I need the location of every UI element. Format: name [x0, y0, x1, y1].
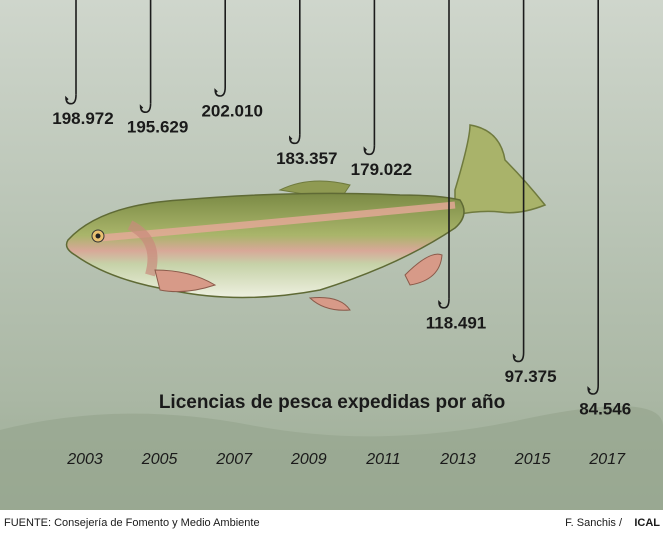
x-tick-label: 2009: [290, 451, 327, 468]
chart-title: Licencias de pesca expedidas por año: [159, 392, 505, 413]
x-tick-label: 2013: [439, 451, 476, 468]
credit-agency: ICAL: [634, 517, 660, 529]
hook: [438, 298, 450, 309]
value-label: 118.491: [426, 313, 487, 332]
credit-author: F. Sanchis /: [565, 517, 623, 529]
source: FUENTE: Consejería de Fomento y Medio Am…: [4, 517, 260, 529]
hook: [214, 86, 226, 97]
hook: [288, 134, 301, 145]
x-tick-label: 2017: [588, 451, 626, 468]
x-tick-label: 2005: [141, 451, 178, 468]
hook: [363, 145, 376, 156]
value-label: 198.972: [52, 109, 113, 128]
x-tick-label: 2015: [514, 451, 551, 468]
river-bed: [0, 406, 663, 510]
hook: [65, 94, 77, 105]
x-tick-label: 2003: [66, 451, 103, 468]
x-tick-label: 2011: [365, 451, 400, 468]
value-label: 202.010: [201, 101, 262, 120]
value-label: 179.022: [351, 160, 412, 179]
value-label: 97.375: [505, 367, 557, 386]
fish: [65, 124, 547, 311]
hook: [587, 384, 599, 395]
footer-band: [0, 510, 663, 534]
value-label: 195.629: [127, 118, 188, 137]
x-tick-label: 2007: [215, 451, 253, 468]
hook: [139, 103, 152, 113]
value-label: 183.357: [276, 149, 337, 168]
value-label: 84.546: [579, 399, 631, 418]
hook: [512, 352, 525, 363]
